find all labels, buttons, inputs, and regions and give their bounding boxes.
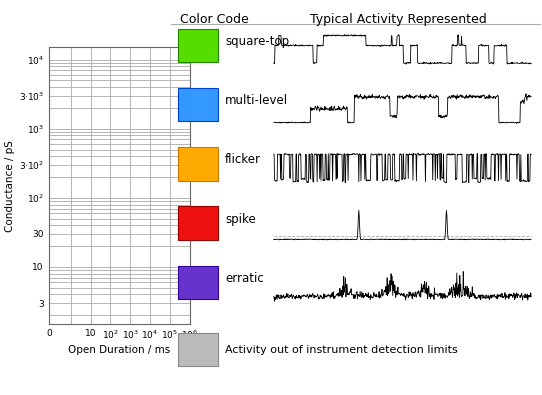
Text: flicker: flicker — [225, 154, 261, 166]
Text: spike: spike — [225, 213, 256, 226]
X-axis label: Open Duration / ms: Open Duration / ms — [68, 345, 170, 356]
FancyBboxPatch shape — [178, 29, 218, 62]
FancyBboxPatch shape — [178, 88, 218, 121]
Y-axis label: Conductance / pS: Conductance / pS — [4, 140, 15, 231]
Text: multi-level: multi-level — [225, 94, 288, 107]
Text: Activity out of instrument detection limits: Activity out of instrument detection lim… — [225, 344, 457, 355]
Text: square-top: square-top — [225, 35, 289, 48]
FancyBboxPatch shape — [178, 266, 218, 299]
Text: erratic: erratic — [225, 272, 263, 285]
FancyBboxPatch shape — [178, 147, 218, 181]
FancyBboxPatch shape — [178, 333, 218, 367]
Text: Color Code: Color Code — [180, 13, 248, 26]
FancyBboxPatch shape — [178, 206, 218, 240]
Text: Typical Activity Represented: Typical Activity Represented — [310, 13, 487, 26]
